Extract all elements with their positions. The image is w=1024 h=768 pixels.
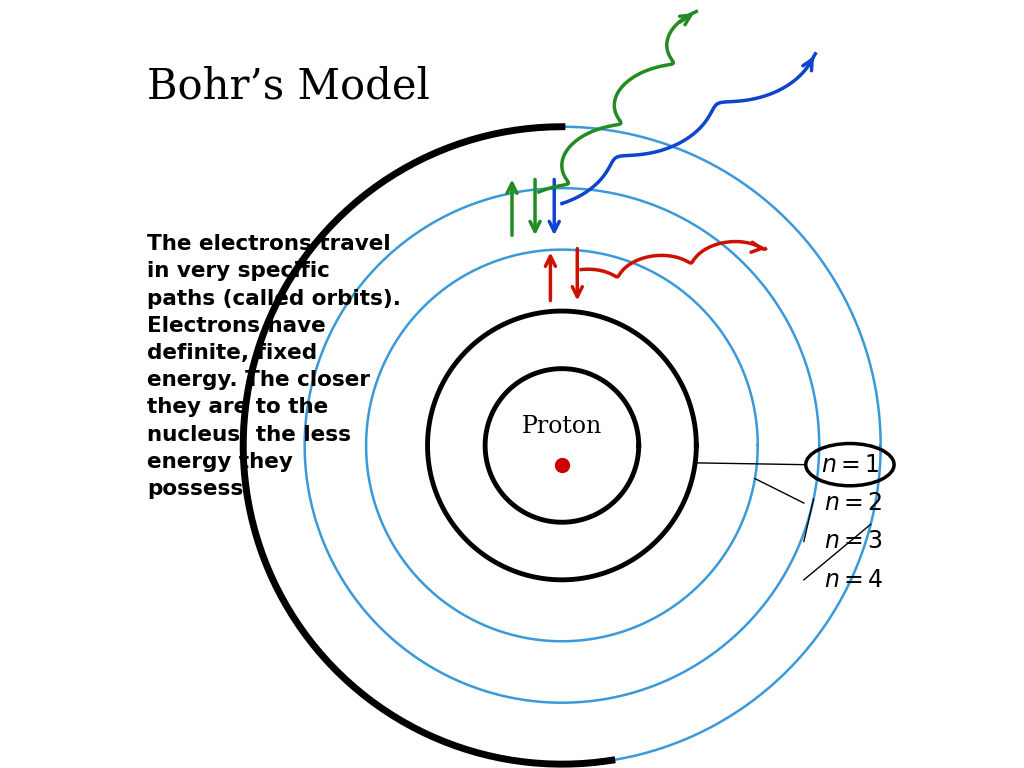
Text: $n = 4$: $n = 4$ xyxy=(824,568,884,592)
Text: $n = 1$: $n = 1$ xyxy=(820,452,880,477)
Text: $n = 3$: $n = 3$ xyxy=(824,529,884,554)
Text: Proton: Proton xyxy=(522,415,602,438)
Text: The electrons travel
in very specific
paths (called orbits).
Electrons have
defi: The electrons travel in very specific pa… xyxy=(147,234,401,499)
Text: Bohr’s Model: Bohr’s Model xyxy=(147,65,430,108)
Text: $n = 2$: $n = 2$ xyxy=(824,491,883,515)
